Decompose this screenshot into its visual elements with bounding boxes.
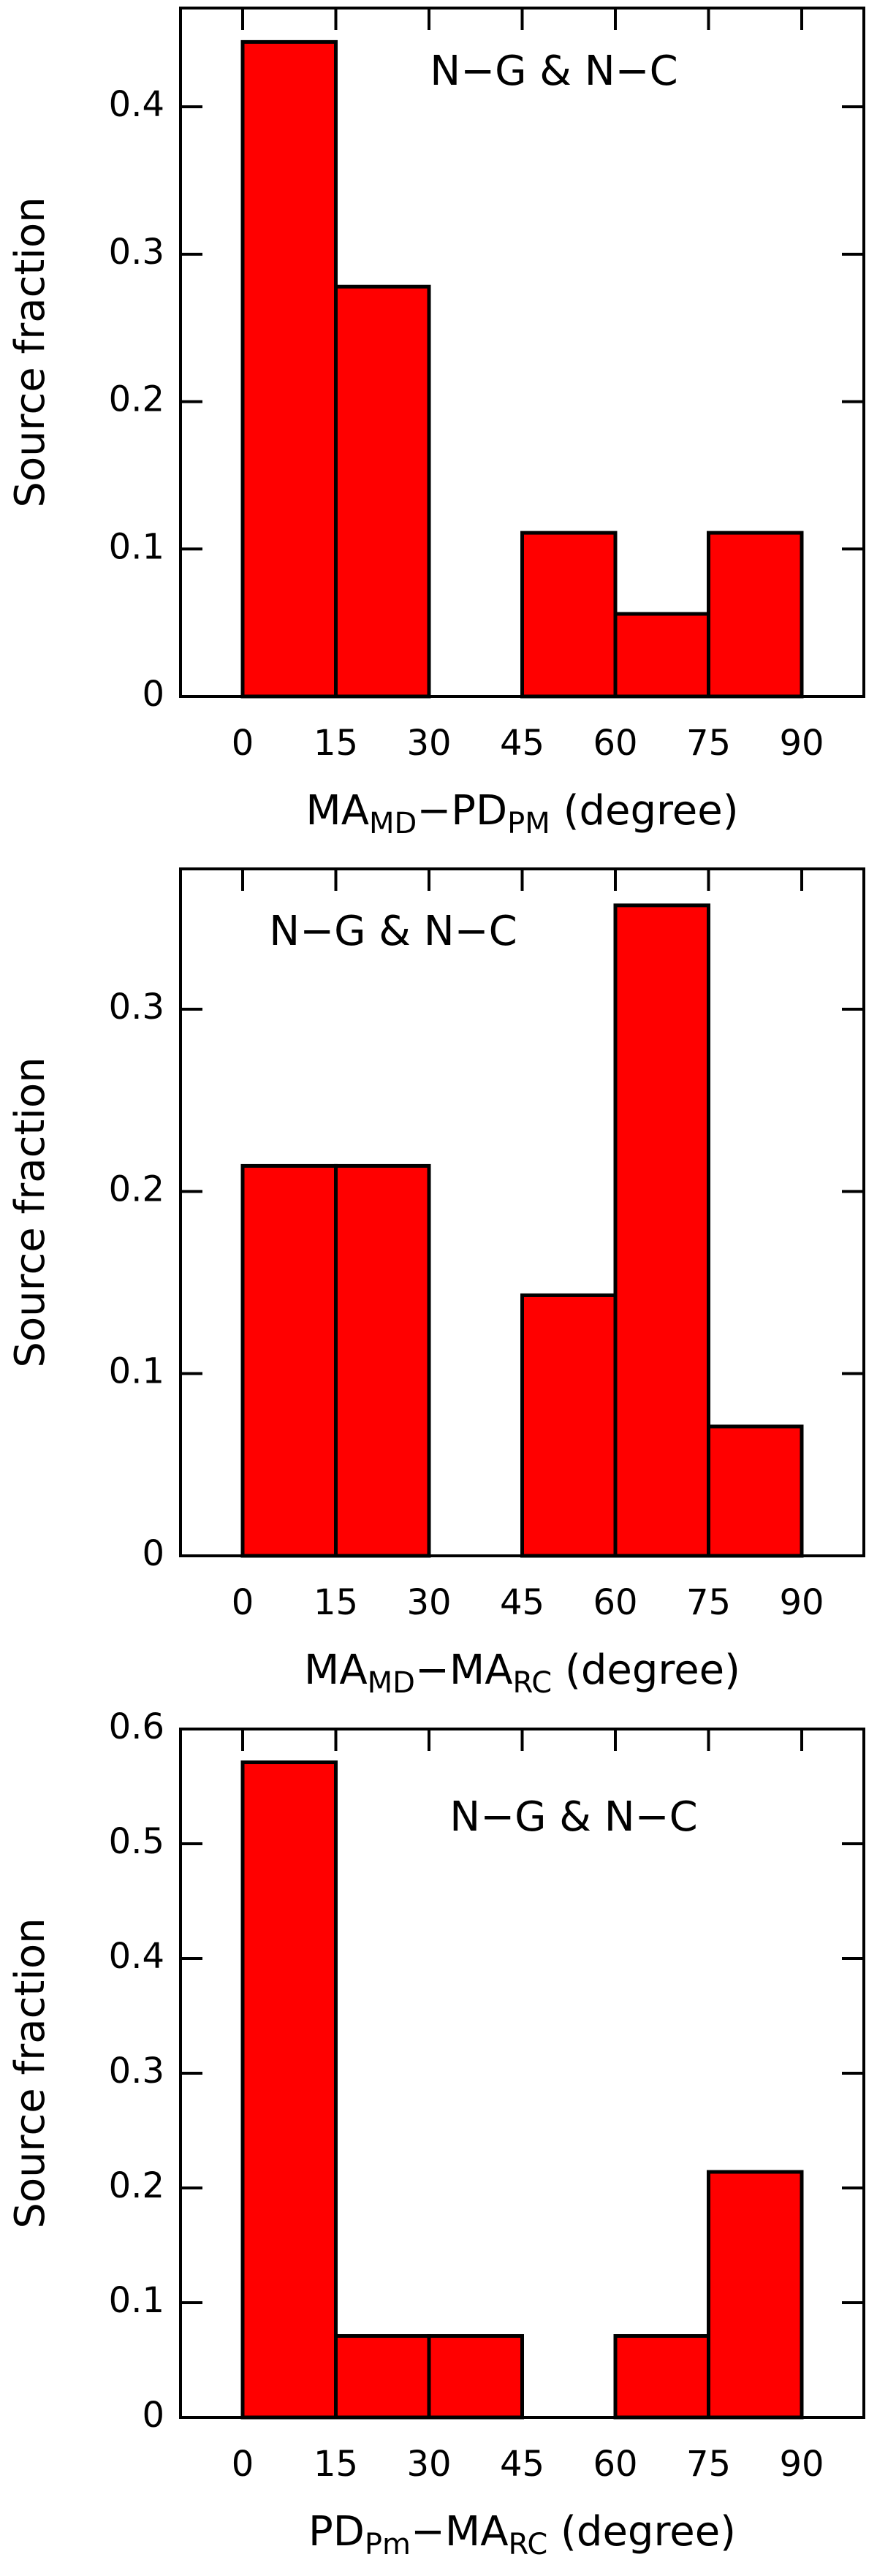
x-tick-label: 75 [686, 2444, 731, 2485]
y-tick-label: 0 [142, 2395, 164, 2436]
x-tick-label: 30 [406, 2444, 451, 2485]
x-tick-label: 0 [232, 723, 254, 764]
bar [334, 1163, 431, 1558]
y-tick-label: 0.3 [109, 2051, 164, 2091]
x-tick-label: 60 [593, 2444, 637, 2485]
x-tick-label: 0 [232, 2444, 254, 2485]
x-axis-label-part: RC [509, 2528, 548, 2561]
x-tick-label: 90 [779, 1582, 824, 1623]
y-tick-label: 0.3 [109, 987, 164, 1027]
y-tick-label: 0.1 [109, 2280, 164, 2321]
y-tick-label: 0 [142, 1533, 164, 1574]
y-axis-label: Source fraction [7, 1057, 54, 1367]
x-axis-label-part: RC [513, 1666, 553, 1700]
x-axis-label-part: PM [507, 807, 550, 840]
x-axis-label: MAMD−MARC (degree) [304, 1646, 740, 1700]
bar [334, 284, 431, 699]
bar [240, 1163, 338, 1558]
x-tick-label: 30 [406, 723, 451, 764]
y-tick-label: 0.6 [109, 1706, 164, 1747]
y-axis-label: Source fraction [7, 197, 54, 507]
y-tick-label: 0.2 [109, 379, 164, 420]
x-tick-label: 90 [779, 723, 824, 764]
bar [520, 531, 618, 699]
x-axis-label-part: (degree) [552, 1646, 740, 1694]
x-axis-label: PDPm−MARC (degree) [308, 2508, 736, 2561]
bar [613, 903, 710, 1558]
y-tick-label: 0.3 [109, 232, 164, 273]
x-tick-label: 60 [593, 1582, 637, 1623]
y-tick-label: 0.1 [109, 1351, 164, 1392]
x-axis-label-part: MD [368, 1666, 415, 1700]
x-axis-label-part: MA [304, 1646, 368, 1694]
x-axis-label-part: (degree) [547, 2508, 736, 2556]
annotation: N−G & N−C [449, 1793, 697, 1841]
x-tick-label: 90 [779, 2444, 824, 2485]
y-tick-label: 0 [142, 674, 164, 715]
bar [427, 2334, 524, 2420]
bar [707, 531, 804, 699]
y-tick-label: 0.4 [109, 84, 164, 125]
x-axis-label-part: MA [305, 787, 369, 835]
x-tick-label: 0 [232, 1582, 254, 1623]
x-tick-label: 45 [500, 1582, 544, 1623]
bar [613, 612, 710, 699]
x-axis-label-part: PD [308, 2508, 365, 2556]
bar [240, 1760, 338, 2420]
x-tick-label: 75 [686, 1582, 731, 1623]
x-tick-label: 15 [314, 1582, 358, 1623]
y-tick-label: 0.4 [109, 1936, 164, 1977]
y-tick-label: 0.2 [109, 1169, 164, 1209]
y-tick-label: 0.1 [109, 526, 164, 567]
x-tick-label: 75 [686, 723, 731, 764]
x-axis-label-part: MD [369, 807, 417, 840]
bar [707, 2170, 804, 2420]
bar [240, 39, 338, 699]
x-axis-label: MAMD−PDPM (degree) [305, 787, 738, 840]
y-axis-label: Source fraction [7, 1918, 54, 2228]
x-tick-label: 60 [593, 723, 637, 764]
bar [520, 1293, 618, 1558]
x-tick-label: 45 [500, 2444, 544, 2485]
x-tick-label: 45 [500, 723, 544, 764]
x-axis-label-part: (degree) [550, 787, 739, 835]
x-tick-label: 15 [314, 2444, 358, 2485]
bar [613, 2334, 710, 2420]
annotation: N−G & N−C [269, 908, 517, 955]
annotation: N−G & N−C [430, 48, 677, 95]
x-axis-label-part: −MA [411, 2508, 509, 2556]
x-tick-label: 15 [314, 723, 358, 764]
bar [334, 2334, 431, 2420]
x-axis-label-part: −PD [417, 787, 507, 835]
y-tick-label: 0.5 [109, 1821, 164, 1862]
bar [707, 1424, 804, 1558]
y-tick-label: 0.2 [109, 2165, 164, 2206]
x-axis-label-part: Pm [365, 2528, 411, 2561]
x-tick-label: 30 [406, 1582, 451, 1623]
x-axis-label-part: −MA [415, 1646, 513, 1694]
